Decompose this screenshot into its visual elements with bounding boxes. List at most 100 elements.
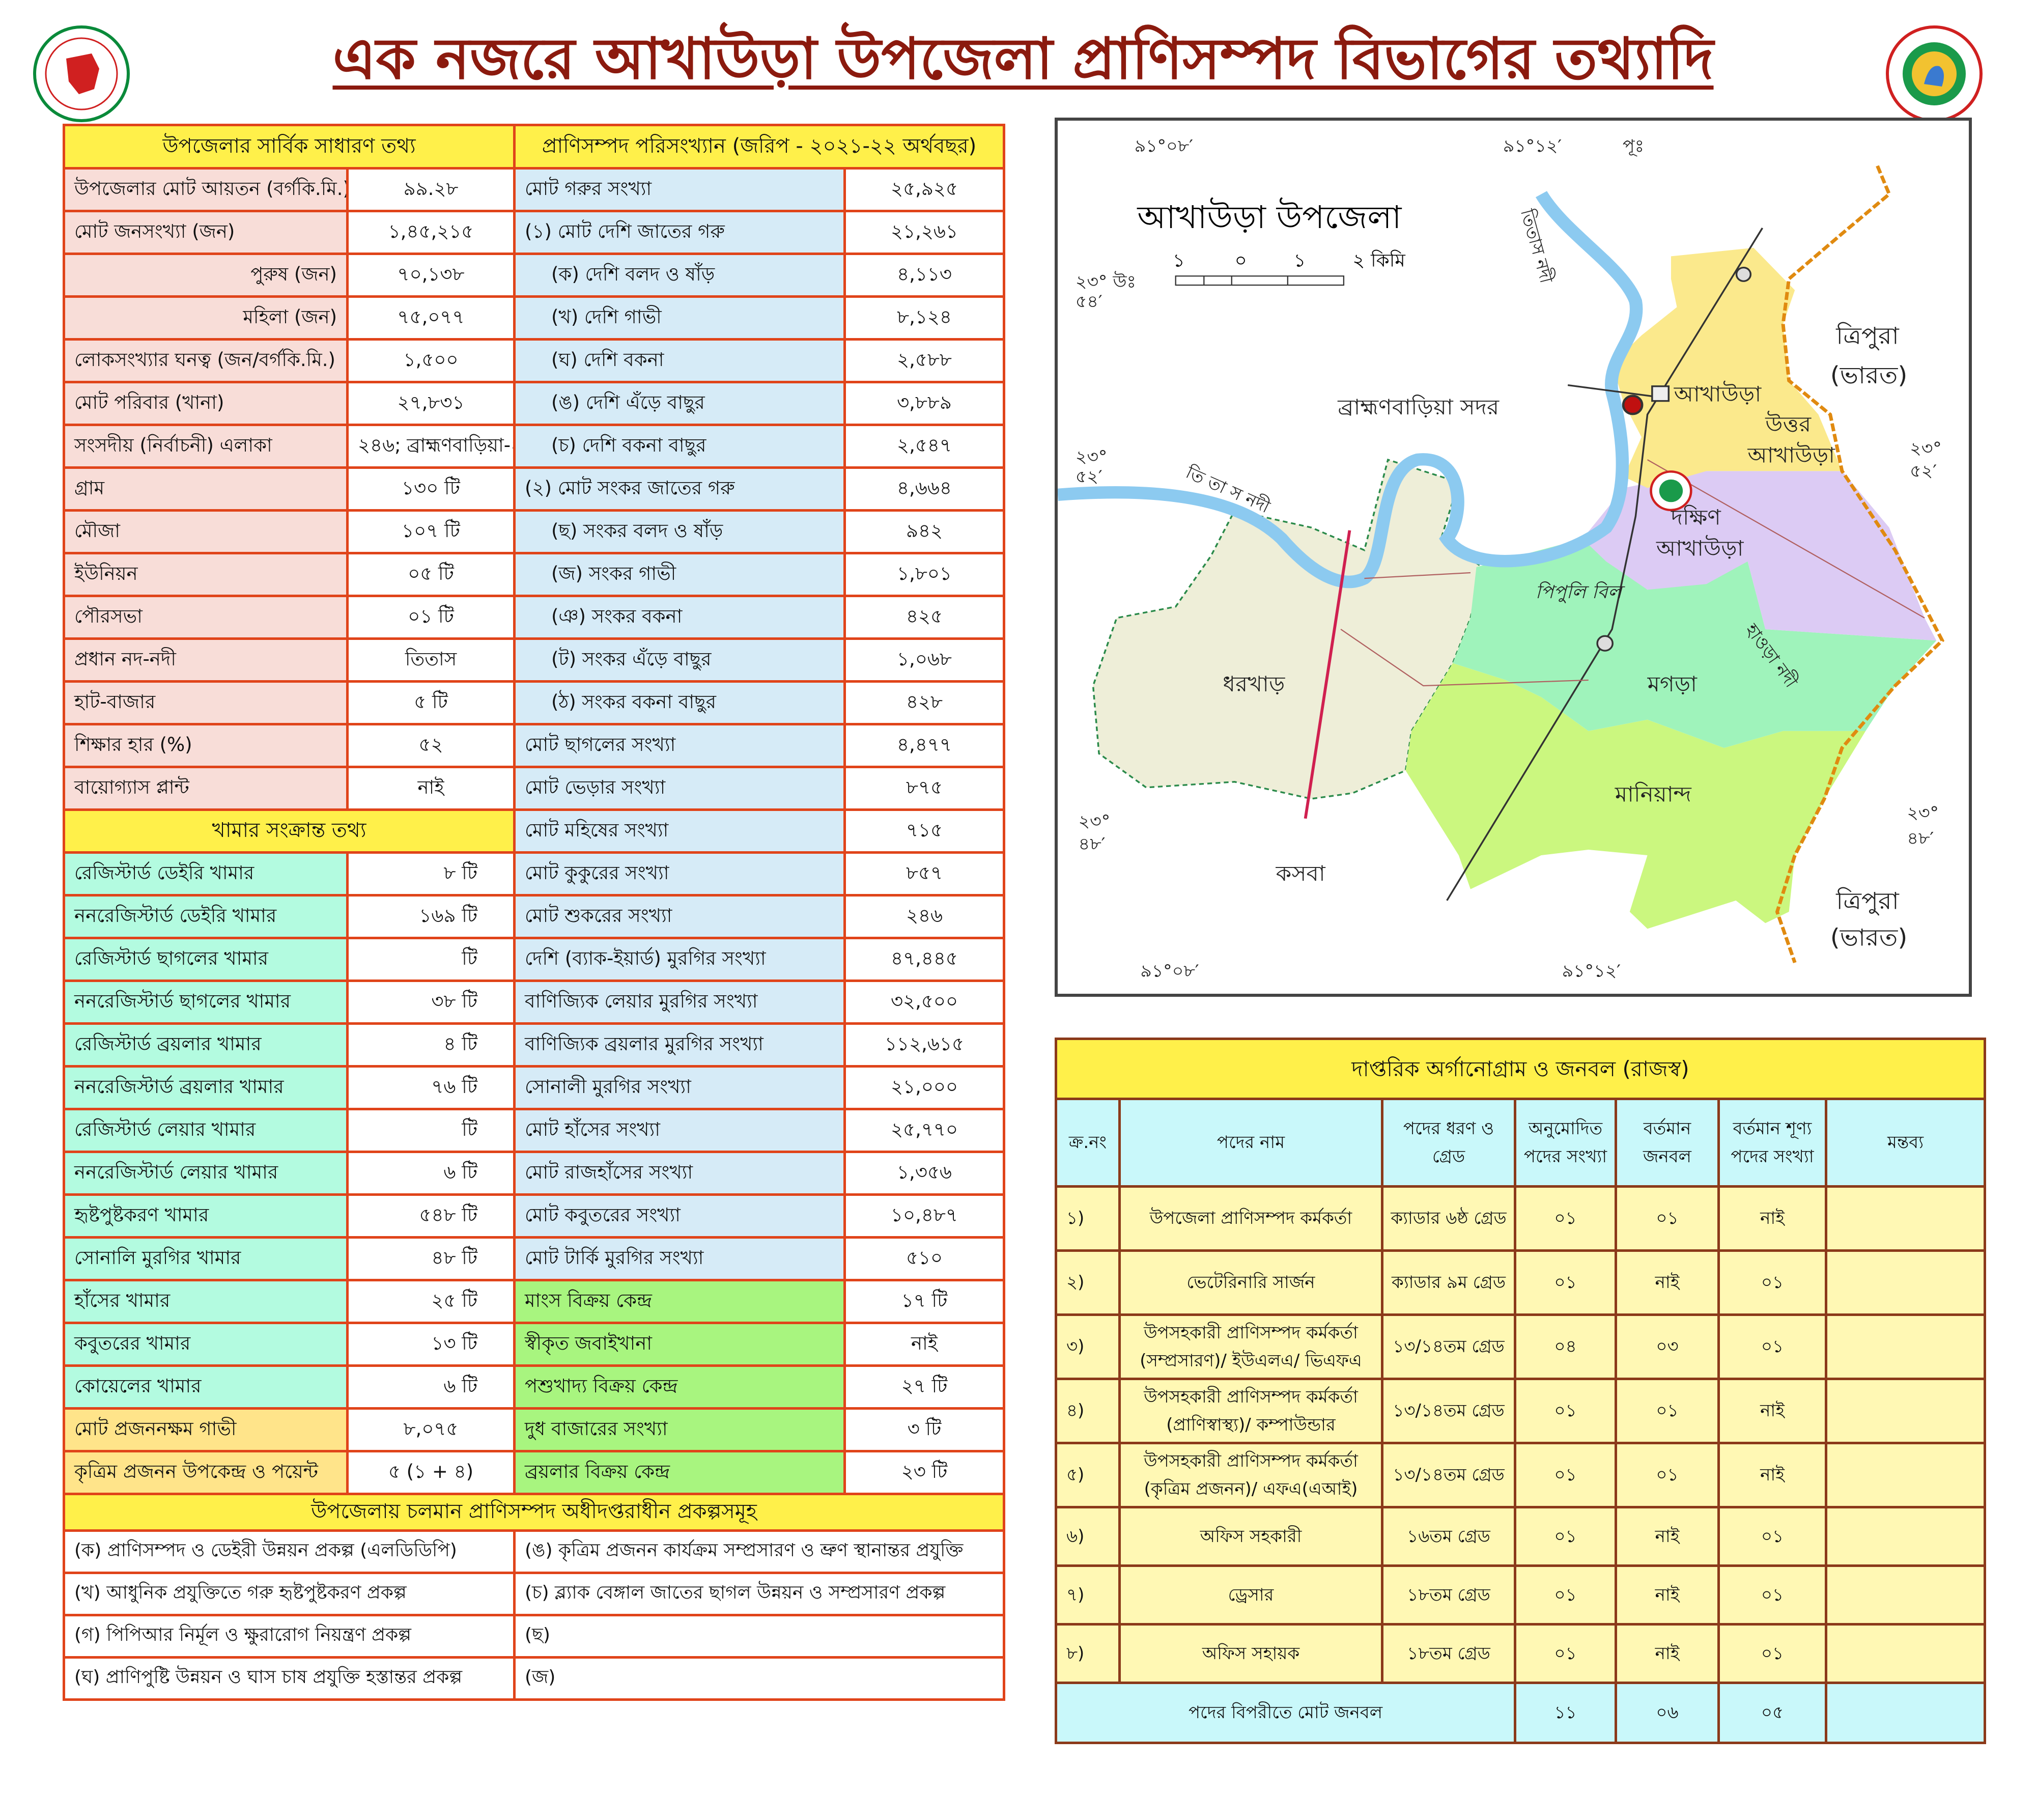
general-info-header: উপজেলার সার্বিক সাধারণ তথ্য xyxy=(63,124,516,170)
staff-name: উপসহকারী প্রাণিসম্পদ কর্মকর্তা (প্রাণিস্… xyxy=(1118,1378,1383,1444)
table-row: কৃত্রিম প্রজনন উপকেন্দ্র ও পয়েন্ট ৫ (১ +… xyxy=(63,1450,1006,1495)
table-row: ননরেজিস্টার্ড ডেইরি খামার ১৬৯ টি মোট শুকরে… xyxy=(63,894,1006,939)
project-row: (ঘ) প্রাণিপুষ্টি উন্নয়ন ও ঘাস চাষ প্রযু… xyxy=(63,1656,1006,1701)
livestock-label: বাণিজ্যিক ব্রয়লার মুরগির সংখ্যা xyxy=(513,1022,846,1068)
staff-approved: ০১ xyxy=(1514,1185,1617,1252)
map-title: আখাউড়া উপজেলা xyxy=(1137,197,1402,235)
staff-name: উপসহকারী প্রাণিসম্পদ কর্মকর্তা (কৃত্রিম … xyxy=(1118,1442,1383,1508)
table-row: মৌজা ১০৭ টি (ছ) সংকর বলদ ও ষাঁড় ৯৪২ xyxy=(63,509,1006,554)
livestock-value: ৪২৫ xyxy=(843,595,1006,640)
general-value: ১,৫০০ xyxy=(346,338,516,383)
livestock-value: ৫১০ xyxy=(843,1236,1006,1281)
general-label: মোট জনসংখ্যা (জন) xyxy=(63,210,349,255)
staff-vacant: নাই xyxy=(1717,1185,1827,1252)
table-row: কোয়েলের খামার ৬ টি পশুখাদ্য বিক্রয় কেন্দ… xyxy=(63,1364,1006,1410)
column-header: অনুমোদিত পদের সংখ্যা xyxy=(1514,1098,1617,1188)
table-row: ইউনিয়ন ০৫ টি (জ) সংকর গাভী ১,৮০১ xyxy=(63,552,1006,597)
livestock-label: মোট ছাগলের সংখ্যা xyxy=(513,723,846,768)
staff-name: অফিস সহায়ক xyxy=(1118,1623,1383,1684)
table-row: প্রধান নদ-নদী তিতাস (ট) সংকর এঁড়ে বাছুর ১,… xyxy=(63,637,1006,683)
scale-tick: ০ xyxy=(1235,249,1247,271)
general-value: ০১ টি xyxy=(346,595,516,640)
general-value: ২৪৬; ব্রাহ্মণবাড়িয়া-৪ xyxy=(346,424,516,469)
staff-table-title: দাপ্তরিক অর্গানোগ্রাম ও জনবল (রাজস্ব) xyxy=(1054,1038,1987,1100)
project-row: (ক) প্রাণিসম্পদ ও ডেইরী উন্নয়ন প্রকল্প … xyxy=(63,1529,1006,1574)
staff-name: ভেটেরিনারি সার্জন xyxy=(1118,1249,1383,1316)
table-row: মোট প্রজননক্ষম গাভী ৮,০৭৫ দুধ বাজারের সংখ্… xyxy=(63,1407,1006,1452)
staff-remark xyxy=(1824,1378,1987,1444)
livestock-value: ৩,৮৮৯ xyxy=(843,381,1006,426)
livestock-value: ২১,০০০ xyxy=(843,1065,1006,1110)
general-label: ইউনিয়ন xyxy=(63,552,349,597)
place-label: ব্রাহ্মণবাড়িয়া সদর xyxy=(1337,395,1500,420)
livestock-value: ৭১৫ xyxy=(843,808,1006,854)
coord-label: ৯১°১২′ xyxy=(1562,961,1621,981)
farm-label: সোনালি মুরগির খামার xyxy=(63,1236,349,1281)
scale-tick: ২ কিমি xyxy=(1352,249,1405,271)
farm-value: ৬ টি xyxy=(346,1151,516,1196)
livestock-value: ২৫,৭৭০ xyxy=(843,1108,1006,1153)
farm-label: ননরেজিস্টার্ড ছাগলের খামার xyxy=(63,979,349,1025)
livestock-label: (জ) সংকর গাভী xyxy=(513,552,846,597)
staff-row: ১) উপজেলা প্রাণিসম্পদ কর্মকর্তা ক্যাডার ৬ষ… xyxy=(1055,1185,1987,1252)
staff-vacant: নাই xyxy=(1717,1442,1827,1508)
general-label: পৌরসভা xyxy=(63,595,349,640)
staff-vacant: ০১ xyxy=(1717,1313,1827,1380)
coord-label: ৯১°১২′ xyxy=(1503,136,1562,156)
farm-label: রেজিস্টার্ড ডেইরি খামার xyxy=(63,851,349,897)
livestock-label: (ঠ) সংকর বকনা বাছুর xyxy=(513,680,846,725)
coord-label: ২৩° xyxy=(1076,447,1108,467)
railway-station-icon xyxy=(1651,385,1670,402)
column-header: পদের ধরণ ও গ্রেড xyxy=(1381,1098,1516,1188)
staff-approved: ০১ xyxy=(1514,1506,1617,1567)
staff-row: ৮) অফিস সহায়ক ১৮তম গ্রেড ০১ নাই ০১ xyxy=(1055,1623,1987,1684)
general-value: ১০৭ টি xyxy=(346,509,516,554)
india-border xyxy=(1775,165,1945,964)
staff-vacant: ০১ xyxy=(1717,1249,1827,1316)
table-row: পৌরসভা ০১ টি (ঞ) সংকর বকনা ৪২৫ xyxy=(63,595,1006,640)
staff-current: ০১ xyxy=(1615,1185,1720,1252)
titas-river xyxy=(1057,191,1643,589)
livestock-value: ১০,৪৮৭ xyxy=(843,1193,1006,1239)
government-seal-logo xyxy=(33,25,130,122)
staff-remark xyxy=(1824,1185,1987,1252)
table-row: পুরুষ (জন) ৭০,১৩৮ (ক) দেশি বলদ ও ষাঁড় ৪,১১… xyxy=(63,253,1006,298)
staff-current: ০৩ xyxy=(1615,1313,1720,1380)
project-item: (গ) পিপিআর নির্মূল ও ক্ষুরারোগ নিয়ন্ত্র… xyxy=(63,1614,516,1659)
livestock-label: মোট রাজহাঁসের সংখ্যা xyxy=(513,1151,846,1196)
place-label: কসবা xyxy=(1276,861,1326,886)
table-row: ননরেজিস্টার্ড ব্রয়লার খামার ৭৬ টি সোনালী … xyxy=(63,1065,1006,1110)
general-value: তিতাস xyxy=(346,637,516,683)
farm-label: কোয়েলের খামার xyxy=(63,1364,349,1410)
general-value: ১৩০ টি xyxy=(346,466,516,512)
staff-name: অফিস সহকারী xyxy=(1118,1506,1383,1567)
livestock-label: (ঙ) দেশি এঁড়ে বাছুর xyxy=(513,381,846,426)
staff-current: নাই xyxy=(1615,1564,1720,1626)
staff-remark xyxy=(1824,1442,1987,1508)
coord-label: ২৩° উঃ xyxy=(1076,271,1136,292)
staff-grade: ক্যাডার ৬ষ্ঠ গ্রেড xyxy=(1381,1185,1516,1252)
farm-value: ৪ টি xyxy=(346,1022,516,1068)
staff-name: ড্রেসার xyxy=(1118,1564,1383,1626)
table-row: মোট পরিবার (খানা) ২৭,৮৩১ (ঙ) দেশি এঁড়ে বা… xyxy=(63,381,1006,426)
table-row: সংসদীয় (নির্বাচনী) এলাকা ২৪৬; ব্রাহ্মণবা… xyxy=(63,424,1006,469)
station-marker-icon xyxy=(1596,635,1614,652)
staff-remark xyxy=(1824,1564,1987,1626)
staff-approved: ০১ xyxy=(1514,1378,1617,1444)
road xyxy=(1340,459,1925,687)
total-current: ০৬ xyxy=(1615,1682,1720,1744)
staff-grade: ১৮তম গ্রেড xyxy=(1381,1564,1516,1626)
general-value: ২৭,৮৩১ xyxy=(346,381,516,426)
farm-value: ৫ (১ + ৪) xyxy=(346,1450,516,1495)
staff-approved: ০১ xyxy=(1514,1564,1617,1626)
staff-grade: ১৩/১৪তম গ্রেড xyxy=(1381,1313,1516,1380)
farm-label: কৃত্রিম প্রজনন উপকেন্দ্র ও পয়েন্ট xyxy=(63,1450,349,1495)
livestock-value: ১১২,৬১৫ xyxy=(843,1022,1006,1068)
staff-sn: ৭) xyxy=(1055,1564,1121,1626)
livestock-value: ১,৮০১ xyxy=(843,552,1006,597)
project-item: (জ) xyxy=(513,1656,1006,1701)
livestock-value: ৮৫৭ xyxy=(843,851,1006,897)
livestock-value: ৪৭,৪৪৫ xyxy=(843,937,1006,982)
total-label: পদের বিপরীতে মোট জনবল xyxy=(1055,1682,1516,1744)
table-row: বায়োগ্যাস প্লান্ট নাই মোট ভেড়ার সংখ্যা ৮৭… xyxy=(63,766,1006,811)
